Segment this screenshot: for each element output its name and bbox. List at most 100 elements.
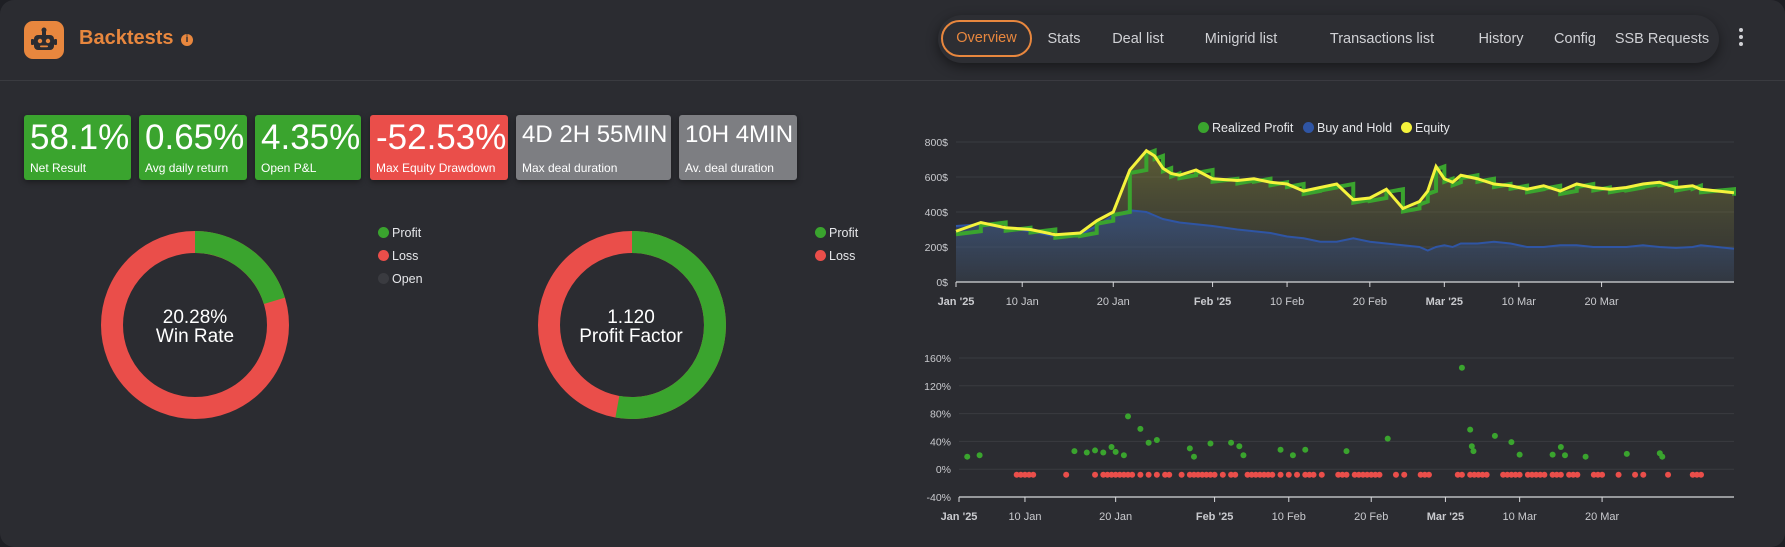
- loss-deal-point[interactable]: [1137, 471, 1144, 478]
- loss-deal-point[interactable]: [1417, 471, 1424, 478]
- loss-deal-point[interactable]: [1421, 471, 1428, 478]
- profit-deal-point[interactable]: [1549, 451, 1556, 458]
- loss-deal-point[interactable]: [1500, 471, 1507, 478]
- loss-deal-point[interactable]: [1203, 471, 1210, 478]
- tab-minigrid-list[interactable]: Minigrid list: [1204, 31, 1278, 47]
- profit-deal-point[interactable]: [1125, 413, 1132, 420]
- profit-deal-point[interactable]: [1302, 446, 1309, 453]
- loss-deal-point[interactable]: [1401, 471, 1408, 478]
- legend-profit[interactable]: Profit: [378, 226, 421, 240]
- profit-deal-point[interactable]: [1343, 448, 1350, 455]
- profit-deal-point[interactable]: [1108, 443, 1115, 450]
- legend-equity[interactable]: Equity: [1401, 121, 1450, 135]
- loss-deal-point[interactable]: [1026, 471, 1033, 478]
- profit-deal-point[interactable]: [1120, 452, 1127, 459]
- profit-deal-point[interactable]: [1458, 364, 1465, 371]
- profit-deal-point[interactable]: [1145, 439, 1152, 446]
- loss-deal-point[interactable]: [1108, 471, 1115, 478]
- loss-deal-point[interactable]: [1277, 471, 1284, 478]
- loss-deal-point[interactable]: [1479, 471, 1486, 478]
- loss-deal-point[interactable]: [1178, 471, 1185, 478]
- loss-deal-point[interactable]: [1372, 471, 1379, 478]
- profit-deal-point[interactable]: [1623, 450, 1630, 457]
- loss-deal-point[interactable]: [1343, 471, 1350, 478]
- loss-deal-point[interactable]: [1549, 471, 1556, 478]
- profit-deal-point[interactable]: [1277, 446, 1284, 453]
- profit-deal-point[interactable]: [1240, 452, 1247, 459]
- profit-deal-point[interactable]: [1071, 448, 1078, 455]
- loss-deal-point[interactable]: [1570, 471, 1577, 478]
- profit-deal-point[interactable]: [1100, 449, 1107, 456]
- loss-deal-point[interactable]: [1533, 471, 1540, 478]
- loss-deal-point[interactable]: [1364, 471, 1371, 478]
- profit-deal-point[interactable]: [1561, 452, 1568, 459]
- loss-deal-point[interactable]: [1594, 471, 1601, 478]
- profit-deal-point[interactable]: [1508, 439, 1515, 446]
- loss-deal-point[interactable]: [1211, 471, 1218, 478]
- loss-deal-point[interactable]: [1458, 471, 1465, 478]
- loss-deal-point[interactable]: [1310, 471, 1317, 478]
- loss-deal-point[interactable]: [1228, 471, 1235, 478]
- profit-deal-point[interactable]: [1236, 443, 1243, 450]
- loss-deal-point[interactable]: [1318, 471, 1325, 478]
- loss-deal-point[interactable]: [1153, 471, 1160, 478]
- loss-deal-point[interactable]: [1471, 471, 1478, 478]
- loss-deal-point[interactable]: [1590, 471, 1597, 478]
- loss-deal-point[interactable]: [1512, 471, 1519, 478]
- more-menu-icon[interactable]: [1735, 28, 1747, 52]
- loss-deal-point[interactable]: [1120, 471, 1127, 478]
- loss-deal-point[interactable]: [1529, 471, 1536, 478]
- loss-deal-point[interactable]: [1640, 471, 1647, 478]
- legend-realized-profit[interactable]: Realized Profit: [1198, 121, 1293, 135]
- profit-deal-point[interactable]: [1659, 453, 1666, 460]
- legend-buy-and-hold[interactable]: Buy and Hold: [1303, 121, 1392, 135]
- profit-deal-point[interactable]: [1470, 448, 1477, 455]
- loss-deal-point[interactable]: [1063, 471, 1070, 478]
- loss-deal-point[interactable]: [1392, 471, 1399, 478]
- loss-deal-point[interactable]: [1359, 471, 1366, 478]
- loss-deal-point[interactable]: [1092, 471, 1099, 478]
- loss-deal-point[interactable]: [1244, 471, 1251, 478]
- tab-overview[interactable]: Overview: [941, 20, 1032, 57]
- loss-deal-point[interactable]: [1574, 471, 1581, 478]
- profit-deal-point[interactable]: [1137, 425, 1144, 432]
- tab-config[interactable]: Config: [1554, 31, 1596, 47]
- loss-deal-point[interactable]: [1219, 471, 1226, 478]
- loss-deal-point[interactable]: [1285, 471, 1292, 478]
- loss-deal-point[interactable]: [1351, 471, 1358, 478]
- profit-deal-point[interactable]: [1228, 439, 1235, 446]
- loss-deal-point[interactable]: [1100, 471, 1107, 478]
- loss-deal-point[interactable]: [1541, 471, 1548, 478]
- profit-deal-point[interactable]: [1557, 443, 1564, 450]
- tab-ssb-requests[interactable]: SSB Requests: [1614, 31, 1710, 47]
- loss-deal-point[interactable]: [1537, 471, 1544, 478]
- loss-deal-point[interactable]: [1467, 471, 1474, 478]
- loss-deal-point[interactable]: [1306, 471, 1313, 478]
- loss-deal-point[interactable]: [1693, 471, 1700, 478]
- loss-deal-point[interactable]: [1516, 471, 1523, 478]
- profit-deal-point[interactable]: [1516, 451, 1523, 458]
- loss-deal-point[interactable]: [1207, 471, 1214, 478]
- loss-deal-point[interactable]: [1166, 471, 1173, 478]
- loss-deal-point[interactable]: [1599, 471, 1606, 478]
- loss-deal-point[interactable]: [1265, 471, 1272, 478]
- loss-deal-point[interactable]: [1475, 471, 1482, 478]
- loss-deal-point[interactable]: [1013, 471, 1020, 478]
- loss-deal-point[interactable]: [1504, 471, 1511, 478]
- loss-deal-point[interactable]: [1615, 471, 1622, 478]
- profit-deal-point[interactable]: [976, 452, 983, 459]
- loss-deal-point[interactable]: [1553, 471, 1560, 478]
- loss-deal-point[interactable]: [1256, 471, 1263, 478]
- loss-deal-point[interactable]: [1339, 471, 1346, 478]
- loss-deal-point[interactable]: [1269, 471, 1276, 478]
- legend-profit[interactable]: Profit: [815, 226, 858, 240]
- loss-deal-point[interactable]: [1104, 471, 1111, 478]
- loss-deal-point[interactable]: [1454, 471, 1461, 478]
- loss-deal-point[interactable]: [1294, 471, 1301, 478]
- profit-deal-point[interactable]: [1153, 437, 1160, 444]
- profit-deal-point[interactable]: [1092, 447, 1099, 454]
- tab-deal-list[interactable]: Deal list: [1112, 31, 1164, 47]
- legend-open[interactable]: Open: [378, 272, 423, 286]
- profit-deal-point[interactable]: [1491, 432, 1498, 439]
- loss-deal-point[interactable]: [1248, 471, 1255, 478]
